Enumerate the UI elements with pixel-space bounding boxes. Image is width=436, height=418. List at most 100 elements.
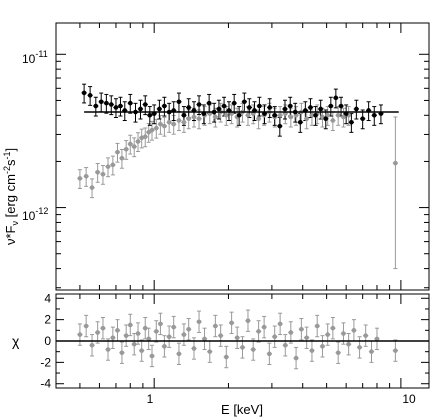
residual-point bbox=[309, 348, 315, 353]
grey-data-point bbox=[288, 114, 294, 120]
upper-y-ticks bbox=[56, 53, 429, 289]
lower-x-ticks bbox=[55, 294, 402, 388]
x-tick-label-1: 1 bbox=[147, 392, 154, 406]
residual-point bbox=[135, 331, 141, 336]
y-tick-label-1e-11: 10-11 bbox=[22, 49, 48, 66]
black-data-point bbox=[231, 100, 237, 106]
black-data-point bbox=[267, 105, 273, 110]
grey-data-point bbox=[127, 141, 133, 147]
black-data-point bbox=[87, 93, 93, 98]
residual-point bbox=[374, 336, 380, 342]
black-data-point bbox=[186, 105, 191, 110]
residual-point bbox=[320, 344, 325, 349]
residual-point bbox=[256, 329, 261, 334]
residual-point bbox=[153, 329, 159, 334]
residual-point bbox=[123, 333, 129, 338]
grey-data-point bbox=[110, 162, 116, 168]
upper-panel: 10-11 10-12 ν*Fν [erg cm-2s-1] bbox=[2, 22, 430, 291]
grey-data-point bbox=[89, 185, 95, 190]
black-data-point bbox=[282, 106, 288, 112]
residual-point bbox=[139, 348, 144, 353]
residual-point bbox=[272, 334, 278, 340]
black-data-point bbox=[308, 105, 313, 110]
grey-data-point bbox=[330, 118, 336, 123]
residual-point bbox=[166, 334, 172, 340]
grey-data-point bbox=[153, 125, 159, 131]
residual-point bbox=[261, 324, 267, 330]
residual-point bbox=[282, 342, 288, 348]
residual-point bbox=[330, 325, 336, 331]
grey-data-point bbox=[83, 173, 89, 179]
residual-point bbox=[393, 348, 398, 353]
residual-point bbox=[127, 322, 133, 328]
black-data-point bbox=[221, 103, 227, 109]
grey-data-point bbox=[191, 114, 197, 120]
residual-point bbox=[158, 321, 163, 327]
grey-data-point bbox=[176, 118, 182, 123]
grey-data-point bbox=[131, 144, 137, 149]
residual-point bbox=[171, 324, 177, 330]
black-data-point bbox=[349, 120, 354, 125]
residual-point bbox=[293, 355, 299, 361]
residual-point bbox=[110, 335, 116, 341]
black-data-point bbox=[98, 99, 104, 105]
black-data-point bbox=[297, 120, 303, 125]
residual-point bbox=[149, 353, 155, 359]
black-data-point bbox=[318, 106, 323, 112]
black-data-point bbox=[257, 103, 262, 109]
residual-point bbox=[119, 350, 125, 356]
residual-point bbox=[77, 332, 83, 337]
residual-point bbox=[245, 318, 251, 324]
residual-point bbox=[277, 321, 283, 327]
residual-point bbox=[202, 336, 207, 342]
black-data-point bbox=[247, 105, 252, 110]
residual-y-tick-label: 0 bbox=[44, 334, 51, 348]
grey-data-point bbox=[277, 112, 283, 118]
black-data-point bbox=[323, 116, 329, 122]
residual-point bbox=[95, 330, 100, 335]
black-data-point bbox=[333, 95, 339, 101]
residual-point bbox=[357, 345, 362, 350]
y-axis-label: ν*Fν [erg cm-2s-1] bbox=[2, 148, 20, 245]
grey-data-point bbox=[115, 149, 120, 155]
grey-data-point bbox=[123, 147, 129, 152]
residual-point bbox=[314, 323, 320, 329]
grey-data-point bbox=[135, 139, 141, 144]
residual-point bbox=[229, 320, 234, 326]
black-data-point bbox=[138, 106, 143, 112]
grey-data-point bbox=[335, 112, 341, 118]
grey-data-point bbox=[325, 112, 330, 118]
residual-point bbox=[304, 335, 309, 341]
residual-point bbox=[351, 328, 357, 333]
black-data-point bbox=[118, 103, 123, 109]
lower-points bbox=[77, 318, 398, 361]
residual-point bbox=[105, 347, 111, 352]
grey-data-point bbox=[146, 129, 151, 135]
grey-data-point bbox=[100, 171, 106, 177]
residual-point bbox=[142, 325, 148, 331]
black-data-point bbox=[236, 112, 242, 118]
black-data-point bbox=[157, 106, 162, 112]
residual-y-tick-label: -2 bbox=[40, 355, 51, 369]
black-data-point bbox=[277, 123, 283, 129]
black-data-point bbox=[181, 112, 187, 118]
residual-point bbox=[234, 335, 240, 341]
residual-point bbox=[115, 328, 120, 333]
grey-data-point bbox=[158, 121, 163, 127]
grey-data-point bbox=[393, 160, 398, 166]
residual-point bbox=[146, 336, 151, 342]
black-data-point bbox=[196, 102, 202, 107]
black-data-point bbox=[127, 100, 133, 106]
grey-data-point bbox=[245, 112, 251, 118]
lower-y-ticks: 4 2 0 -2 -4 bbox=[40, 291, 429, 391]
grey-data-point bbox=[142, 134, 148, 140]
residual-point bbox=[218, 333, 223, 338]
residual-point bbox=[131, 341, 137, 347]
residual-point bbox=[288, 330, 294, 335]
residual-point bbox=[250, 347, 256, 352]
residual-point bbox=[196, 319, 202, 325]
black-data-point bbox=[287, 103, 293, 109]
grey-data-point bbox=[304, 116, 309, 122]
residual-point bbox=[341, 331, 346, 336]
black-data-point bbox=[216, 106, 222, 112]
